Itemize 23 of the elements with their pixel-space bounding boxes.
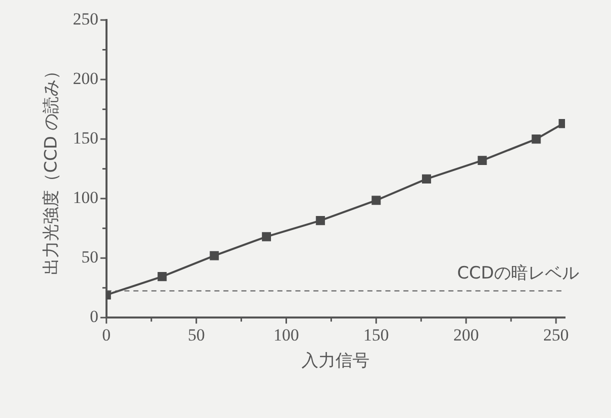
y-tick-label: 250 [72, 9, 98, 28]
ref-line-label: CCDの暗レベル [457, 264, 579, 284]
point [532, 134, 541, 144]
point [316, 216, 325, 226]
point [210, 251, 219, 260]
point [158, 272, 167, 282]
y-tick-label: 0 [90, 307, 98, 326]
y-tick-label: 150 [72, 128, 98, 148]
x-tick-label: 100 [273, 326, 299, 345]
y-axis-title: 出力光強度（CCD の読み） [42, 62, 62, 275]
point [372, 196, 381, 205]
point [478, 156, 487, 166]
x-tick-label: 250 [543, 326, 569, 345]
x-axis-title: 入力信号 [302, 351, 370, 372]
x-tick-label: 0 [102, 326, 111, 345]
y-tick-label: 100 [72, 188, 98, 208]
point [262, 232, 271, 242]
x-tick-label: 50 [188, 326, 205, 345]
y-tick-label: 200 [72, 68, 98, 88]
x-tick-label: 150 [363, 326, 389, 345]
y-tick-label: 50 [81, 248, 98, 267]
point [422, 174, 432, 184]
x-tick-label: 200 [453, 326, 479, 345]
